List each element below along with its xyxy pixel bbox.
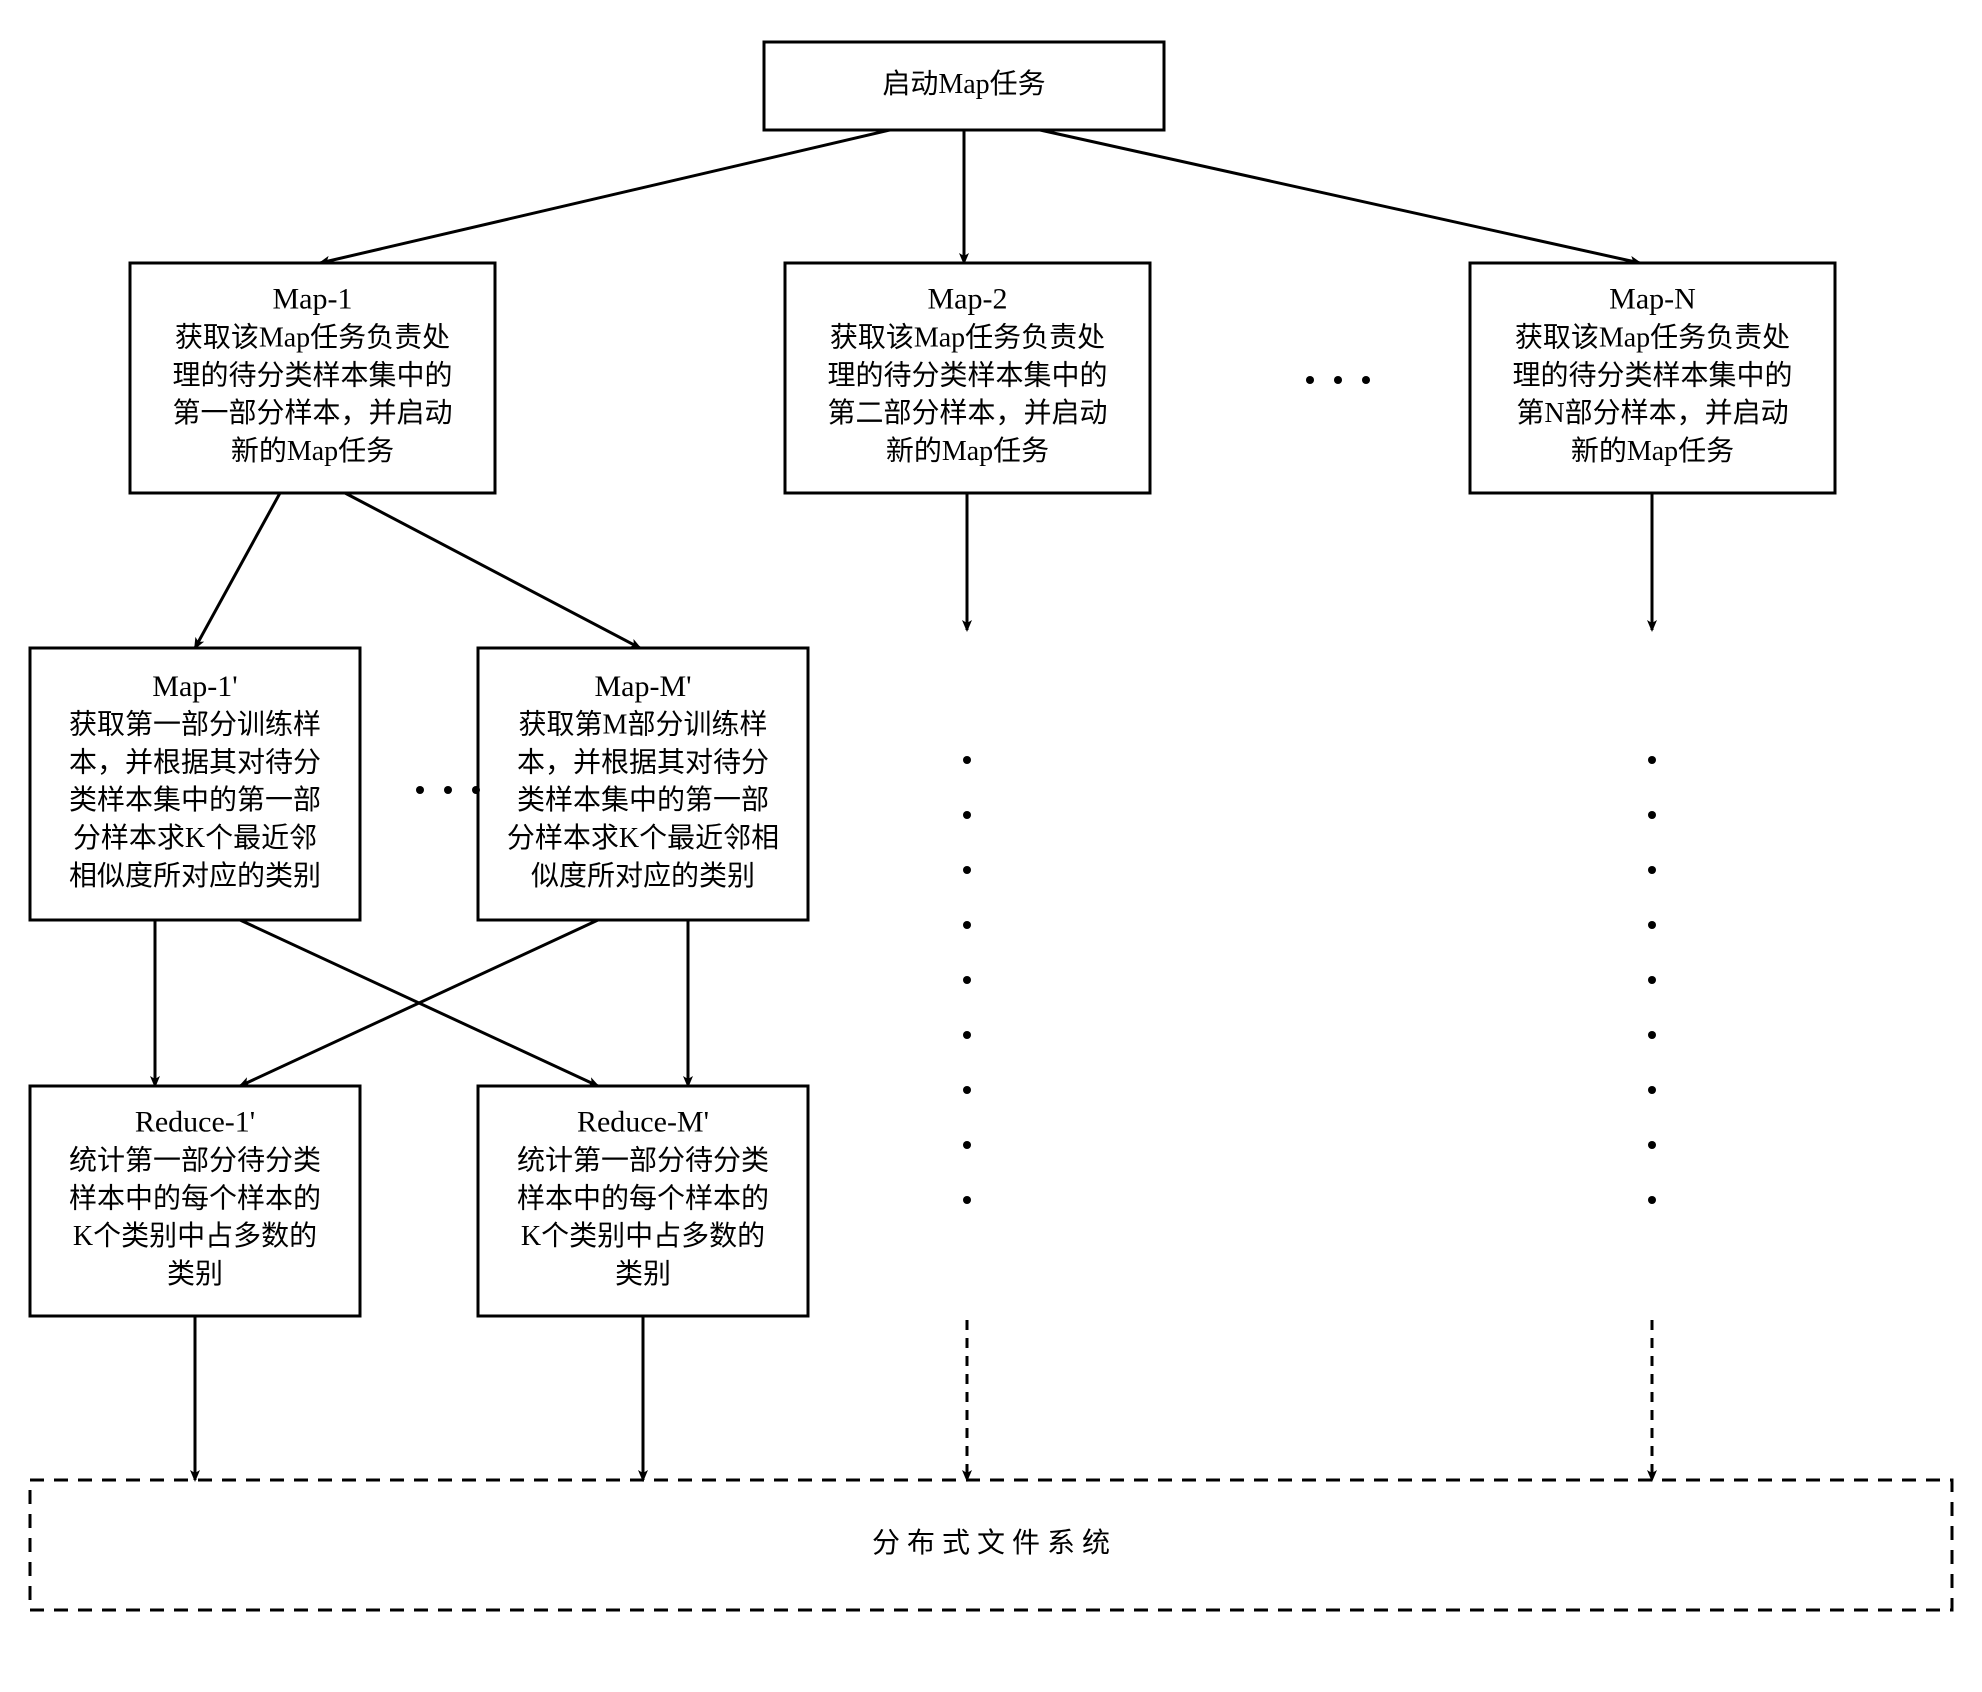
node-title: Map-1' xyxy=(152,670,237,703)
vdots-dot xyxy=(963,1031,971,1039)
node-line: 分样本求K个最近邻相 xyxy=(507,822,779,854)
ellipsis-dot xyxy=(444,786,452,794)
node-line: 类别 xyxy=(615,1258,671,1290)
node-line: 类别 xyxy=(167,1258,223,1290)
ellipsis-dot xyxy=(1306,376,1314,384)
node-line: 分样本求K个最近邻 xyxy=(73,822,317,854)
node-start: 启动Map任务 xyxy=(764,42,1164,130)
edge-map1-map1p xyxy=(195,493,280,648)
ellipsis-dot xyxy=(416,786,424,794)
node-title: Map-N xyxy=(1609,283,1696,316)
node-mapMp: Map-M' 获取第M部分训练样本，并根据其对待分类样本集中的第一部分样本求K个最… xyxy=(478,648,808,920)
vdots-dot xyxy=(963,976,971,984)
node-title: Map-2 xyxy=(928,283,1008,316)
node-line: 类样本集中的第一部 xyxy=(517,784,769,816)
ellipsis-dot xyxy=(1334,376,1342,384)
vdots-dot xyxy=(1648,921,1656,929)
node-line: 新的Map任务 xyxy=(231,435,394,467)
node-line: 统计第一部分待分类 xyxy=(517,1145,769,1177)
node-red1p: Reduce-1' 统计第一部分待分类样本中的每个样本的 K个类别中占多数的类别 xyxy=(30,1086,360,1316)
ellipsis-dot xyxy=(472,786,480,794)
node-line: 样本中的每个样本的 xyxy=(517,1182,769,1214)
node-line: 获取该Map任务负责处 xyxy=(1515,322,1790,354)
node-line: 样本中的每个样本的 xyxy=(69,1182,321,1214)
node-line: K个类别中占多数的 xyxy=(521,1220,765,1252)
vdots-dot xyxy=(963,866,971,874)
node-line: 新的Map任务 xyxy=(886,435,1049,467)
node-dfs: 分 布 式 文 件 系 统 xyxy=(30,1480,1952,1610)
node-map1p: Map-1' 获取第一部分训练样本，并根据其对待分类样本集中的第一部分样本求K个最… xyxy=(30,648,360,920)
node-line: 理的待分类样本集中的 xyxy=(1512,359,1792,391)
vdots-dot xyxy=(1648,1141,1656,1149)
vdots-dot xyxy=(963,1141,971,1149)
node-title: Map-M' xyxy=(594,670,691,703)
node-line: 第N部分样本，并启动 xyxy=(1516,397,1788,429)
node-title: Reduce-1' xyxy=(135,1106,255,1139)
vdots-dot xyxy=(1648,756,1656,764)
vdots-dot xyxy=(1648,811,1656,819)
node-title: Reduce-M' xyxy=(577,1106,709,1139)
node-line: 第二部分样本，并启动 xyxy=(827,397,1107,429)
vdots-dot xyxy=(1648,1031,1656,1039)
node-line: 新的Map任务 xyxy=(1571,435,1734,467)
vdots-dot xyxy=(963,756,971,764)
node-line: 理的待分类样本集中的 xyxy=(172,359,452,391)
node-line: 理的待分类样本集中的 xyxy=(827,359,1107,391)
vdots-dot xyxy=(963,921,971,929)
vdots-dot xyxy=(1648,976,1656,984)
edge-start-map1 xyxy=(320,130,890,263)
vdots-dot xyxy=(1648,1196,1656,1204)
vdots-dot xyxy=(963,1086,971,1094)
node-line: 统计第一部分待分类 xyxy=(69,1145,321,1177)
node-line: 相似度所对应的类别 xyxy=(69,860,321,892)
node-mapN: Map-N 获取该Map任务负责处理的待分类样本集中的第N部分样本，并启动新的Ma… xyxy=(1470,263,1835,493)
ellipsis-dot xyxy=(1362,376,1370,384)
node-line: 第一部分样本，并启动 xyxy=(172,397,452,429)
node-line: 启动Map任务 xyxy=(882,68,1045,100)
node-line: 获取该Map任务负责处 xyxy=(830,322,1105,354)
node-line: 似度所对应的类别 xyxy=(531,860,755,892)
node-line: 类样本集中的第一部 xyxy=(69,784,321,816)
node-line: 获取第M部分训练样 xyxy=(519,709,768,741)
node-line: K个类别中占多数的 xyxy=(73,1220,317,1252)
node-line: 获取该Map任务负责处 xyxy=(175,322,450,354)
vdots-dot xyxy=(963,1196,971,1204)
vdots-dot xyxy=(1648,866,1656,874)
edge-map1-mapMp xyxy=(345,493,640,648)
node-line: 本，并根据其对待分 xyxy=(517,746,769,778)
node-redMp: Reduce-M' 统计第一部分待分类样本中的每个样本的 K个类别中占多数的类别 xyxy=(478,1086,808,1316)
edge-start-mapN xyxy=(1040,130,1640,263)
node-map2: Map-2 获取该Map任务负责处理的待分类样本集中的第二部分样本，并启动新的Ma… xyxy=(785,263,1150,493)
node-title: Map-1 xyxy=(273,283,353,316)
node-map1: Map-1 获取该Map任务负责处理的待分类样本集中的第一部分样本，并启动新的Ma… xyxy=(130,263,495,493)
node-line: 分 布 式 文 件 系 统 xyxy=(872,1527,1110,1559)
vdots-dot xyxy=(963,811,971,819)
node-line: 获取第一部分训练样 xyxy=(69,709,321,741)
vdots-dot xyxy=(1648,1086,1656,1094)
node-line: 本，并根据其对待分 xyxy=(69,746,321,778)
